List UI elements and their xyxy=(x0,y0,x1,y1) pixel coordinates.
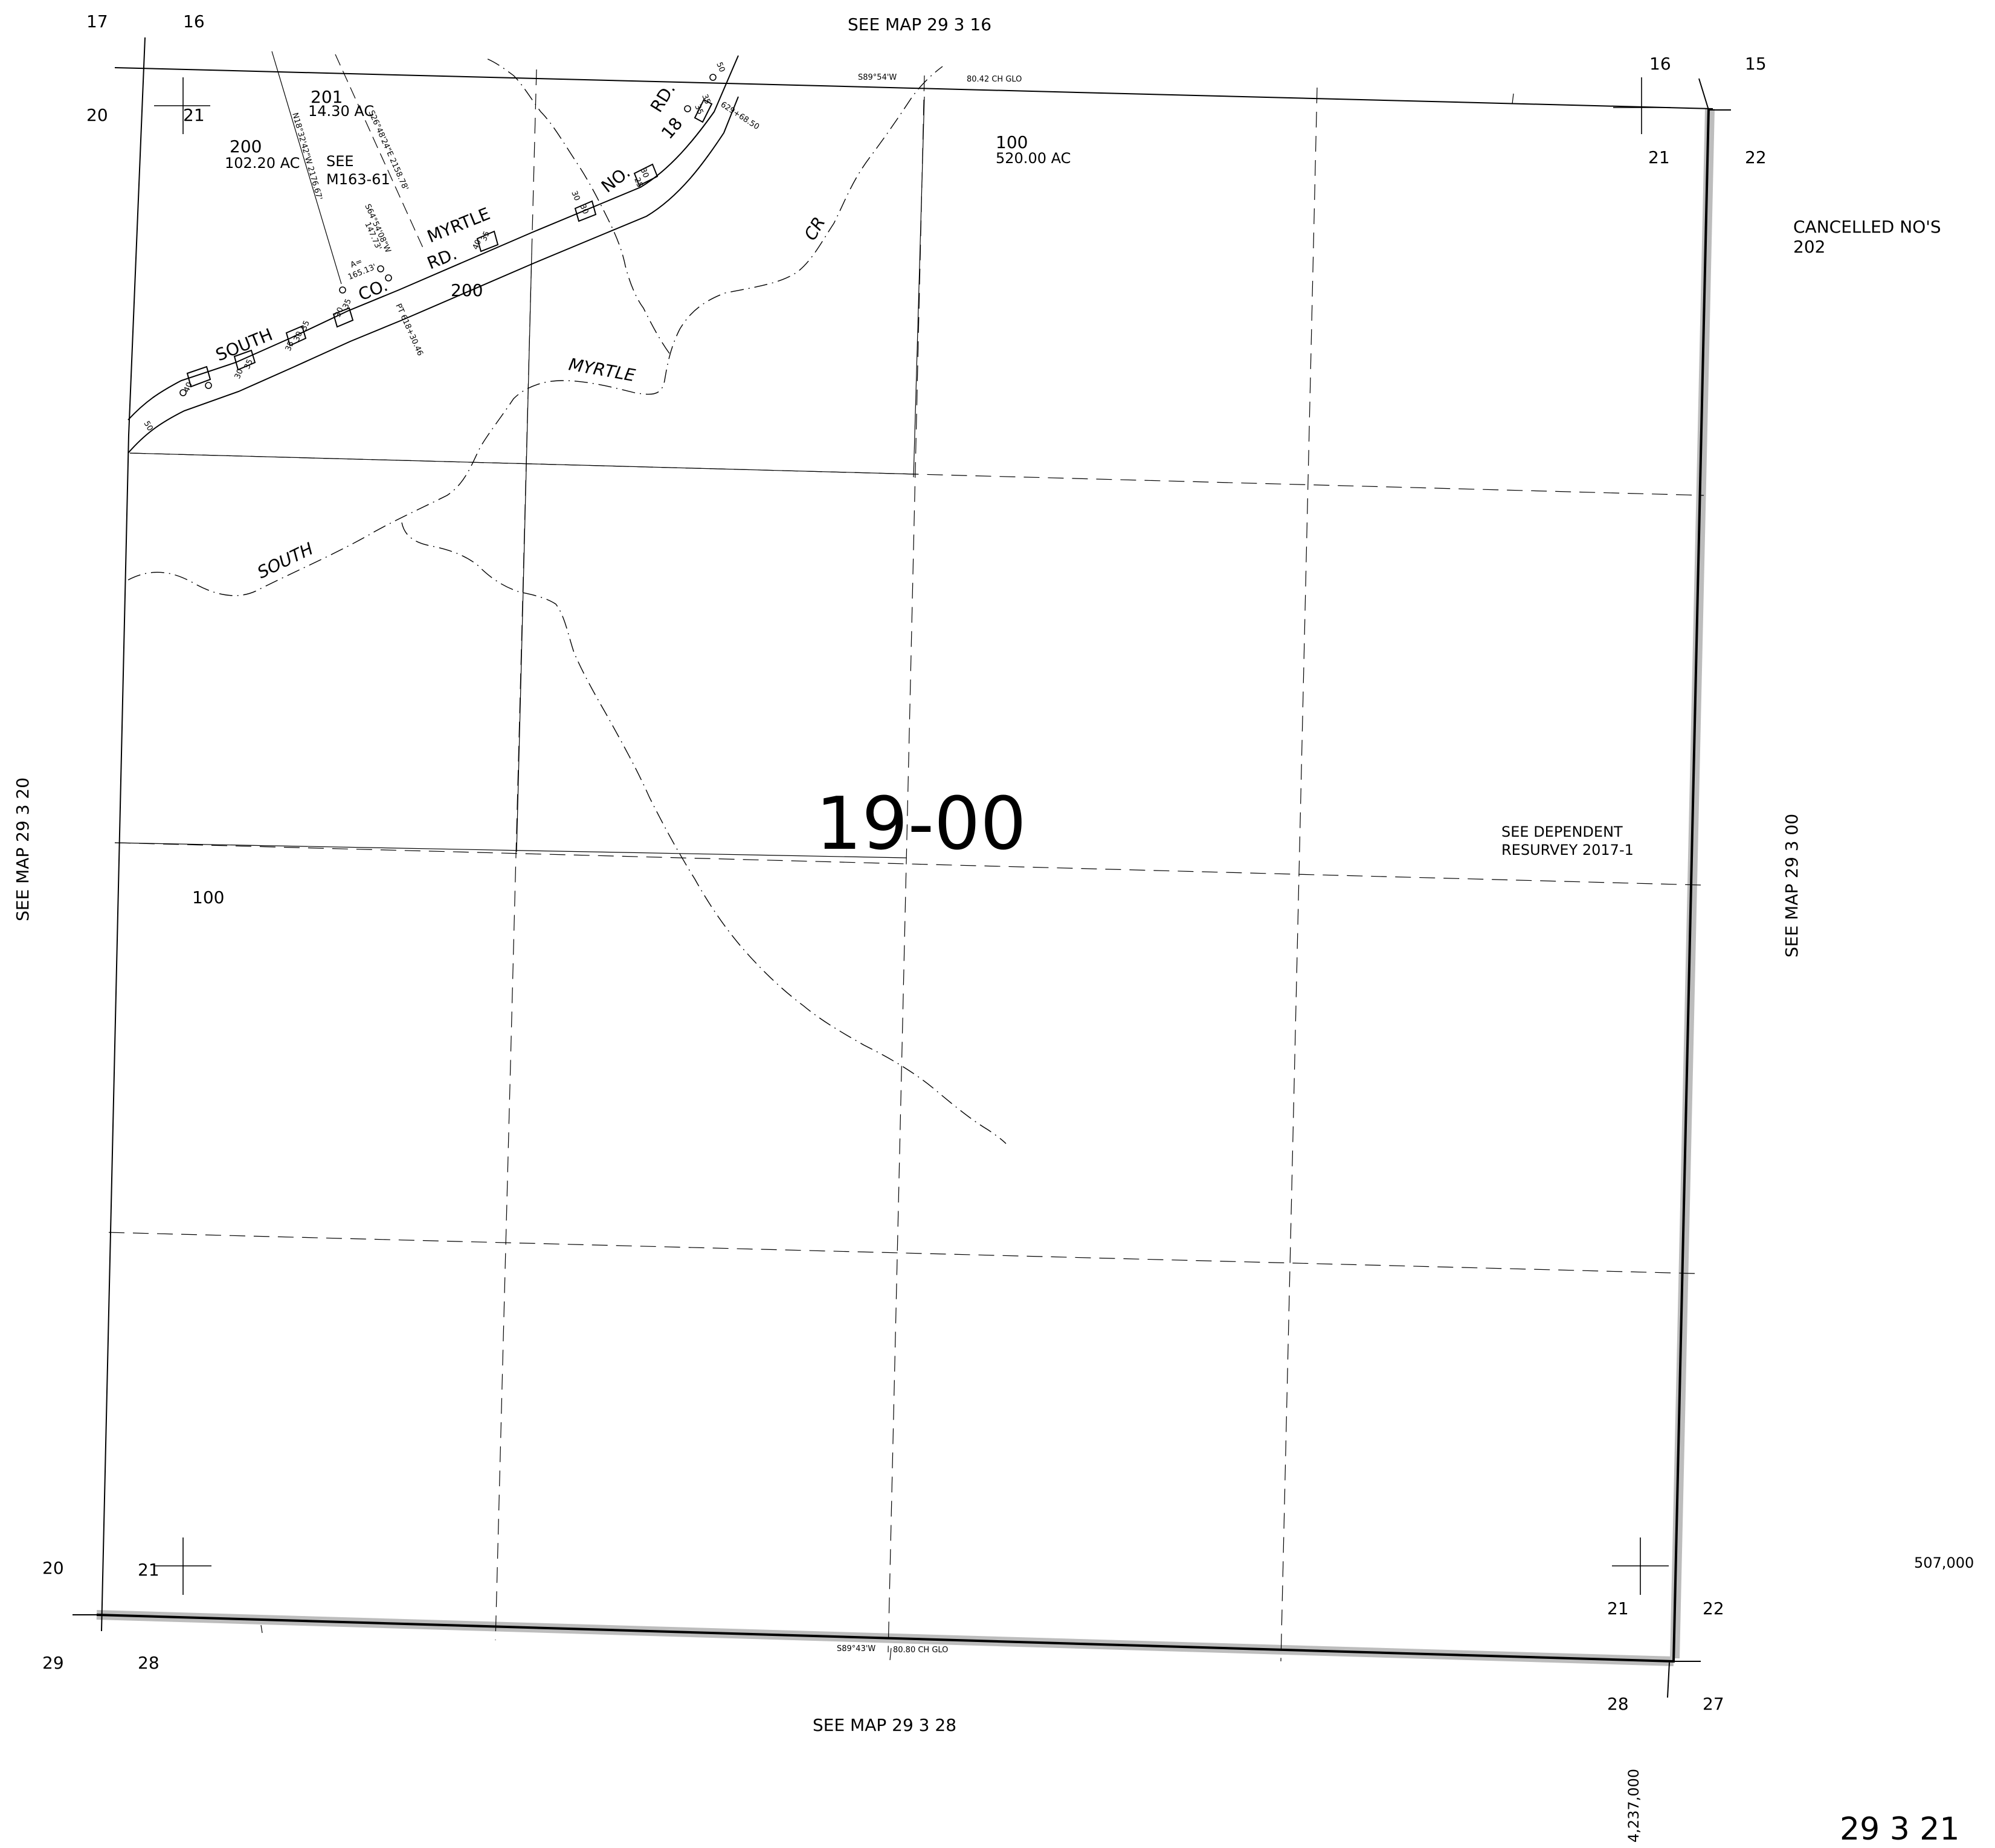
top-bearing: S89°54'W xyxy=(858,73,897,82)
road-dim: 50 xyxy=(714,61,726,74)
road-dim: 30 xyxy=(334,306,346,319)
corner-label-21: 21 xyxy=(183,105,205,125)
road-dim: 35 xyxy=(341,298,353,311)
road-dim: 30 xyxy=(578,203,590,216)
corner-label-16: 16 xyxy=(183,11,205,31)
road-dim: 35 xyxy=(300,320,312,332)
creek-word-cr: CR xyxy=(800,213,829,243)
road-dim: 35 xyxy=(480,230,492,243)
corner-label-17: 17 xyxy=(86,11,108,31)
see-map-bottom: SEE MAP 29 3 28 xyxy=(813,1715,956,1735)
corner-cross-markers xyxy=(154,77,1671,1595)
dependent-resurvey-line2: RESURVEY 2017-1 xyxy=(1501,842,1634,858)
cancelled-label: CANCELLED NO'S xyxy=(1793,217,1941,237)
road-word-18: 18 xyxy=(657,114,686,143)
corner-label-22-bottom-right: 22 xyxy=(1703,1598,1724,1618)
arc-label: A= xyxy=(349,257,364,269)
station-top: 629+68.50 xyxy=(719,100,761,132)
parcel-100-acres: 520.00 AC xyxy=(996,150,1071,167)
coord-easting: 507,000 xyxy=(1914,1554,1974,1571)
parcel-200-number: 200 xyxy=(230,137,262,156)
road-word-no: NO. xyxy=(598,162,634,196)
road-dim: 30 xyxy=(292,330,305,343)
dependent-resurvey-line1: SEE DEPENDENT xyxy=(1501,823,1623,840)
road-monuments xyxy=(179,74,717,396)
see-map-top: SEE MAP 29 3 16 xyxy=(848,14,991,34)
cancelled-value: 202 xyxy=(1793,237,1825,257)
corner-label-28: 28 xyxy=(138,1653,160,1673)
top-distance: 80.42 CH GLO xyxy=(967,75,1022,84)
corner-label-15: 15 xyxy=(1745,54,1767,74)
map-center-code: 19-00 xyxy=(816,782,1027,866)
map-title: 29 3 21 xyxy=(1840,1811,1959,1847)
corner-label-29: 29 xyxy=(42,1653,64,1673)
see-ref-line1: SEE xyxy=(326,153,354,170)
road-dim: 40 xyxy=(182,381,195,394)
corner-label-20-bottom: 20 xyxy=(42,1558,64,1578)
see-ref-line2: M163-61 xyxy=(326,171,390,188)
parcel-200-acres: 102.20 AC xyxy=(225,155,300,172)
road-dim: 35 xyxy=(243,358,255,371)
corner-label-16-right: 16 xyxy=(1649,54,1671,74)
coord-northing: 4,237,000 xyxy=(1625,1769,1642,1843)
road-dim: 35 xyxy=(284,340,296,353)
parcel-100-number: 100 xyxy=(996,132,1028,152)
road-dim: 50 xyxy=(142,420,155,433)
creek-word-south: SOUTH xyxy=(254,538,317,582)
road-dim: 30 xyxy=(233,368,245,381)
county-road xyxy=(127,55,739,454)
parcel-201-acres: 14.30 AC xyxy=(308,103,374,120)
corner-label-22: 22 xyxy=(1745,147,1767,167)
corner-label-21-bottom-right: 21 xyxy=(1607,1598,1629,1618)
road-dim: 40 xyxy=(471,239,483,251)
creek-word-myrtle: MYRTLE xyxy=(567,354,637,385)
corner-label-20: 20 xyxy=(86,105,108,125)
road-dim: 30 xyxy=(638,167,650,179)
road-word-rd: RD. xyxy=(424,243,460,273)
road-word-rd-2: RD. xyxy=(646,80,679,116)
bottom-bearing: S89°43'W xyxy=(837,1644,875,1653)
road-dim: 35 xyxy=(700,93,712,106)
parcel-201-number: 201 xyxy=(311,87,343,107)
road-word-co: CO. xyxy=(355,275,390,304)
station-pt: PT 618+30.46 xyxy=(393,303,424,358)
corner-label-21-right: 21 xyxy=(1648,147,1670,167)
quarter-lines xyxy=(108,51,1704,1662)
road-dim: 30 xyxy=(569,190,581,202)
corner-label-21-bottom: 21 xyxy=(138,1560,160,1580)
see-map-right: SEE MAP 29 3 00 xyxy=(1782,814,1802,958)
road-width-dimensions: 50 40 30 35 35 30 35 30 35 40 35 30 30 2… xyxy=(142,61,727,433)
parcel-200-road-number: 200 xyxy=(451,280,483,300)
parcel-100-west-number: 100 xyxy=(192,887,224,907)
creeks xyxy=(127,57,1007,1144)
corner-label-27: 27 xyxy=(1703,1694,1724,1714)
road-dim: 35 xyxy=(692,103,704,116)
see-map-left: SEE MAP 29 3 20 xyxy=(13,778,33,921)
section-boundary-highlight xyxy=(96,108,1715,1666)
section-boundary-lines xyxy=(73,37,1731,1698)
road-dim: 25 xyxy=(632,176,644,189)
bottom-distance: 80.80 CH GLO xyxy=(893,1646,948,1655)
corner-label-28-bottom-right: 28 xyxy=(1607,1694,1629,1714)
